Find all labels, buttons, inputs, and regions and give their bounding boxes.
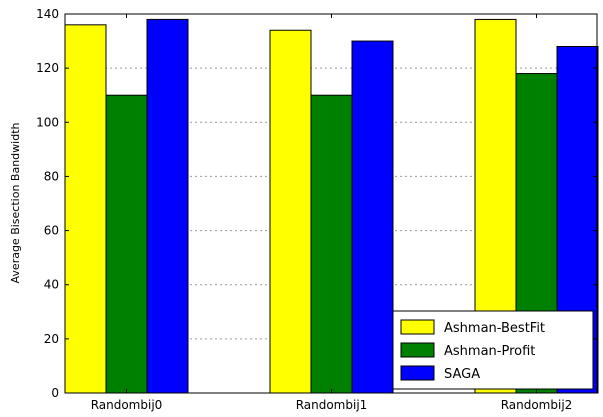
bar-2-1 <box>351 40 394 394</box>
x-tick-label: Randombij1 <box>296 398 368 412</box>
x-axis-ticks: Randombij0 Randombij1 Randombij2 <box>91 14 573 412</box>
bar-1-1 <box>310 94 353 394</box>
legend-label: Ashman-BestFit <box>444 321 545 336</box>
legend-swatch <box>400 342 435 358</box>
y-tick-label: 60 <box>44 224 59 238</box>
bar-2-0 <box>146 18 189 394</box>
legend: Ashman-BestFit Ashman-Profit SAGA <box>392 310 594 390</box>
legend-label: Ashman-Profit <box>444 344 535 359</box>
y-tick-label: 40 <box>44 278 59 292</box>
y-tick-label: 20 <box>44 332 59 346</box>
y-tick-label: 140 <box>36 7 59 21</box>
y-tick-label: 0 <box>51 386 59 400</box>
y-axis-label: Average Bisection Bandwidth <box>9 123 22 284</box>
bar-0-1 <box>269 29 312 394</box>
x-tick-label: Randombij0 <box>91 398 163 412</box>
legend-swatch <box>400 365 435 381</box>
x-tick-label: Randombij2 <box>501 398 573 412</box>
bar-0-0 <box>64 24 107 394</box>
y-tick-label: 120 <box>36 61 59 75</box>
y-tick-label: 80 <box>44 169 59 183</box>
legend-swatch <box>400 319 435 335</box>
y-axis-ticks: 0 20 40 60 80 100 120 140 <box>36 7 597 400</box>
bar-1-0 <box>105 94 148 394</box>
y-tick-label: 100 <box>36 115 59 129</box>
legend-label: SAGA <box>444 367 480 382</box>
